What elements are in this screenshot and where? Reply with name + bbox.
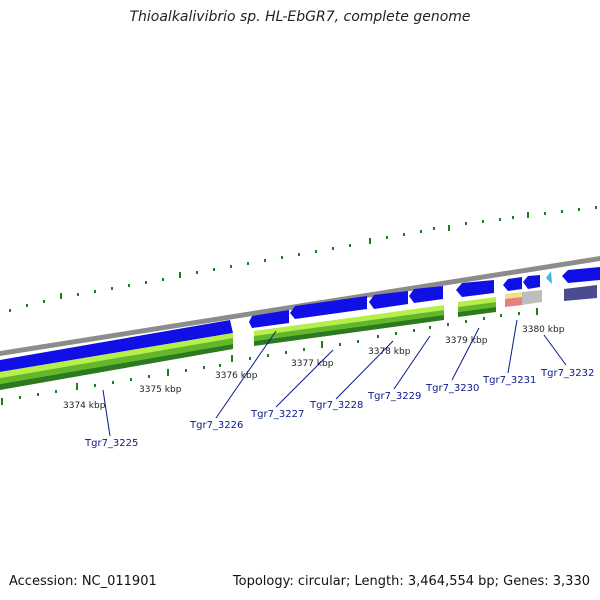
gene-label-tgr7-3229[interactable]: Tgr7_3229	[367, 391, 421, 402]
genome-summary-text: Topology: circular; Length: 3,464,554 bp…	[232, 574, 590, 589]
gene-arrow[interactable]	[503, 277, 522, 291]
label-leaders	[102, 319, 567, 437]
gene-label-tgr7-3232[interactable]: Tgr7_3232	[540, 368, 594, 379]
gene-arrow[interactable]	[0, 320, 233, 372]
feature-bands	[0, 285, 597, 390]
map-title: Thioalkalivibrio sp. HL-EbGR7, complete …	[129, 9, 471, 25]
accession-text: Accession: NC_011901	[9, 574, 157, 589]
gene-arrow[interactable]	[546, 271, 552, 284]
gene-arrow[interactable]	[290, 296, 367, 319]
gene-arrow[interactable]	[369, 291, 408, 309]
top-tick-row	[9, 206, 597, 312]
gene-label-tgr7-3226[interactable]: Tgr7_3226	[189, 420, 243, 431]
gene-arrow[interactable]	[249, 310, 289, 328]
gene-arrow[interactable]	[562, 267, 600, 283]
gene-arrow[interactable]	[456, 280, 494, 297]
kbp-label: 3378 kbp	[368, 347, 411, 357]
gene-label-tgr7-3231[interactable]: Tgr7_3231	[482, 375, 536, 386]
bottom-tick-row	[1, 308, 538, 405]
gene-arrow[interactable]	[523, 275, 540, 289]
gene-label-tgr7-3227[interactable]: Tgr7_3227	[250, 409, 304, 420]
kbp-label: 3376 kbp	[215, 371, 258, 381]
gene-arrow[interactable]	[409, 286, 443, 303]
kbp-label: 3379 kbp	[445, 336, 488, 346]
gene-label-tgr7-3228[interactable]: Tgr7_3228	[309, 400, 363, 411]
gene-track-forward	[0, 267, 600, 372]
kbp-label: 3374 kbp	[63, 401, 106, 411]
kbp-label: 3377 kbp	[291, 359, 334, 369]
kbp-label: 3380 kbp	[522, 325, 565, 335]
gene-label-tgr7-3230[interactable]: Tgr7_3230	[425, 383, 479, 394]
kbp-label: 3375 kbp	[139, 385, 182, 395]
gene-label-tgr7-3225[interactable]: Tgr7_3225	[84, 438, 138, 449]
